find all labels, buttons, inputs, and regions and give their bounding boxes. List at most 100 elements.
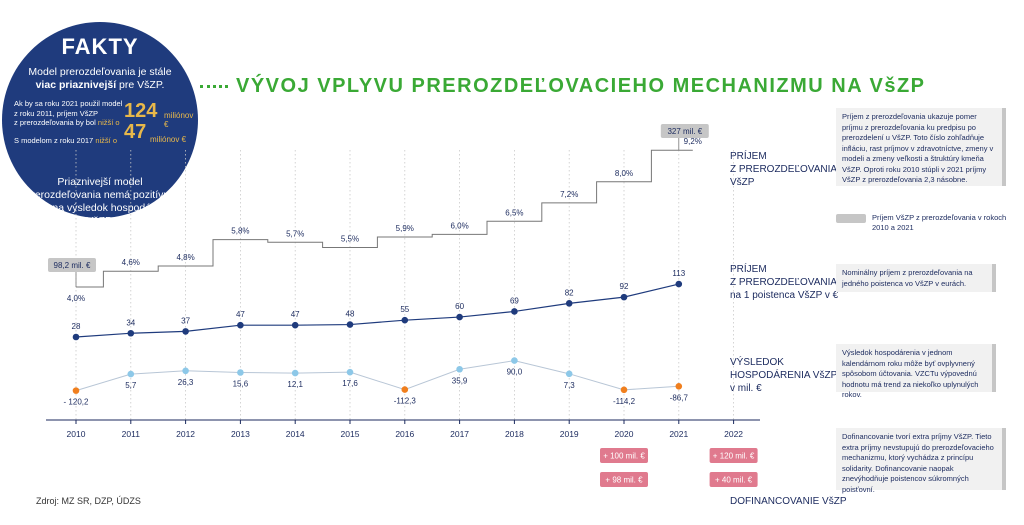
label-prijem-line1: PRÍJEM: [730, 151, 767, 162]
vysledok-label-2013: 15,6: [233, 380, 249, 389]
fakty-row2-value: 47: [124, 121, 147, 143]
fakty-row1-line3-text: z prerozdeľovania by bol: [14, 118, 96, 127]
poistenca-label-2018: 69: [510, 296, 519, 305]
label-poistenca-line1: PRÍJEM: [730, 264, 767, 275]
prijem-label-2018: 6,5%: [505, 208, 523, 217]
vysledok-label-2011: 5,7: [125, 381, 137, 390]
poistenca-label-2020: 92: [620, 282, 629, 291]
x-tick-label-2020: 2020: [615, 429, 634, 439]
poistenca-label-2016: 55: [400, 305, 409, 314]
poistenca-point-2016: [401, 316, 409, 324]
prijem-label-2021: 9,2%: [684, 137, 702, 146]
poistenca-point-2017: [456, 313, 463, 321]
x-tick-label-2015: 2015: [341, 429, 360, 439]
fakty-row2-lower: nižší o: [95, 136, 117, 145]
vysledok-label-2017: 35,9: [452, 376, 468, 385]
x-tick-label-2017: 2017: [450, 429, 469, 439]
fakty-row1-value: 124: [124, 100, 158, 122]
note-poistenca: Nominálny príjem z prerozdeľovania na je…: [836, 264, 996, 292]
label-vysledok-line3: v mil. €: [730, 383, 762, 394]
poistenca-point-2019: [565, 300, 573, 307]
x-tick-label-2016: 2016: [395, 429, 414, 439]
poistenca-label-2019: 82: [565, 288, 574, 297]
label-vysledok-line2: HOSPODÁRENIA VšZP: [730, 370, 838, 381]
note-dofinancovanie: Dofinancovanie tvorí extra príjmy VšZP. …: [836, 428, 1006, 494]
x-tick-label-2010: 2010: [67, 429, 86, 439]
vysledok-label-2012: 26,3: [178, 378, 194, 387]
dofin-text-2020-0: + 100 mil. €: [603, 452, 645, 461]
vysledok-label-2021: -86,7: [670, 393, 689, 402]
dofin-badge-2022-1: [709, 472, 758, 487]
fakty-row1-line2: z roku 2011, príjem VšZP: [14, 108, 99, 118]
dofin-text-2022-0: + 120 mil. €: [713, 452, 755, 461]
fakty-title: FAKTY: [61, 34, 139, 59]
poistenca-label-2014: 47: [291, 310, 300, 319]
poistenca-label-2011: 34: [126, 318, 135, 327]
x-tick-label-2022: 2022: [724, 429, 743, 439]
poistenca-label-2015: 48: [346, 310, 355, 319]
legend-swatch: [836, 214, 866, 223]
vysledok-label-2015: 17,6: [342, 379, 358, 388]
fakty-row-2011: Ak by sa roku 2021 použil model z roku 2…: [14, 99, 193, 129]
x-tick-label-2019: 2019: [560, 429, 579, 439]
label-poistenca-line3: na 1 poistenca VšZP v €: [730, 290, 839, 301]
fakty-bubble: FAKTY Model prerozdeľovania je stále via…: [2, 22, 198, 227]
poistenca-label-2010: 28: [72, 322, 81, 331]
poistenca-point-2020: [620, 293, 628, 301]
vysledok-point-2017: [456, 365, 463, 373]
vysledok-label-2010: - 120,2: [64, 398, 89, 407]
dofin-text-2020-1: + 98 mil. €: [605, 476, 643, 485]
prijem-label-2010: 4,0%: [67, 294, 85, 303]
prijem-label-2013: 5,8%: [231, 227, 249, 236]
fakty-intro: Model prerozdeľovania je stále viac pria…: [24, 66, 176, 92]
poistenca-point-2011: [127, 329, 135, 337]
vysledok-point-2016: [401, 386, 409, 393]
label-vysledok-line1: VÝSLEDOK: [730, 357, 784, 368]
poistenca-point-2010: [72, 333, 80, 341]
prijem-label-2020: 8,0%: [615, 169, 633, 178]
label-prijem-line2: Z PREROZDEĽOVANIA: [730, 164, 838, 175]
vysledok-point-2013: [237, 369, 244, 376]
callout-text-2010: 98,2 mil. €: [54, 261, 91, 270]
prijem-label-2019: 7,2%: [560, 190, 578, 199]
fakty-intro-bold: viac priaznivejší: [35, 79, 117, 91]
main-title-text: VÝVOJ VPLYVU PREROZDEĽOVACIEHO MECHANIZM…: [236, 75, 926, 97]
label-prijem: PRÍJEM Z PREROZDEĽOVANIA VšZP: [730, 150, 837, 189]
poistenca-label-2017: 60: [455, 302, 464, 311]
vysledok-point-2012: [182, 367, 189, 375]
note-prijem: Príjem z prerozdeľovania ukazuje pomer p…: [836, 108, 1006, 186]
x-tick-label-2014: 2014: [286, 429, 305, 439]
poistenca-point-2014: [291, 321, 299, 329]
poistenca-point-2013: [237, 321, 244, 329]
prijem-label-2017: 6,0%: [450, 221, 468, 230]
legend-text: Príjem VšZP z prerozdeľovania v rokoch 2…: [872, 213, 1007, 232]
poistenca-point-2018: [511, 308, 518, 315]
vysledok-point-2018: [511, 357, 518, 364]
fakty-row-2017: S modelom z roku 2017 nižší o 47 milióno…: [14, 123, 190, 146]
poistenca-point-2012: [182, 328, 189, 335]
label-vysledok: VÝSLEDOK HOSPODÁRENIA VšZP v mil. €: [730, 356, 837, 395]
series-prijem-step: [76, 149, 693, 288]
dofin-badge-2020-1: [600, 472, 648, 487]
poistenca-label-2013: 47: [236, 310, 245, 319]
label-prijem-line3: VšZP: [730, 177, 755, 188]
poistenca-label-2012: 37: [181, 316, 190, 325]
poistenca-point-2015: [346, 321, 354, 328]
fakty-row2-text: S modelom z roku 2017: [14, 136, 94, 145]
series-poistenca-line: [75, 283, 679, 338]
fakty-row1-line3: z prerozdeľovania by bol nižší o: [14, 118, 190, 128]
vysledok-label-2014: 12,1: [287, 380, 303, 389]
prijem-label-2011: 4,6%: [122, 258, 140, 267]
fakty-row1-unit: miliónov €: [164, 111, 194, 129]
fakty-row1-line1: Ak by sa roku 2021 použil model: [14, 99, 123, 108]
prijem-label-2016: 5,9%: [396, 224, 414, 233]
dofin-badge-2022-0: [709, 448, 758, 463]
series-vysledok-line: [75, 360, 679, 392]
note-vysledok: Výsledok hospodárenia v jednom kalendárn…: [836, 344, 996, 399]
x-tick-label-2011: 2011: [122, 429, 141, 439]
vysledok-point-2011: [127, 370, 135, 378]
vysledok-point-2020: [620, 386, 628, 394]
callout-box-2021: [660, 124, 709, 138]
fakty-outro: Priaznivejší model prerozdeľovania nemá …: [25, 176, 175, 227]
fakty-row2-line: S modelom z roku 2017 nižší o: [14, 136, 190, 146]
